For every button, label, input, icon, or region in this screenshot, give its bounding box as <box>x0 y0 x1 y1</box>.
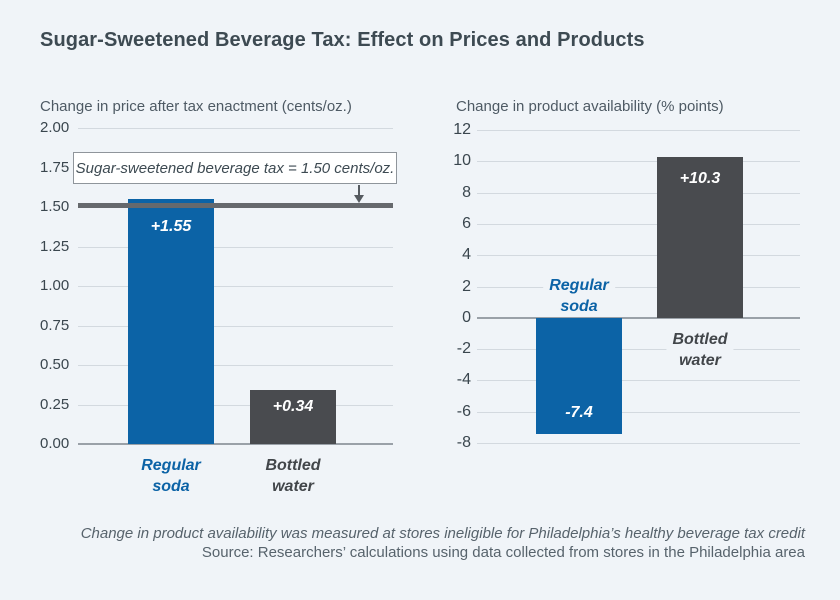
gridline-10 <box>477 161 800 162</box>
annotation-arrow-line <box>358 185 360 196</box>
tick-label-0.00: 0.00 <box>40 434 70 452</box>
tax-annotation-text: Sugar-sweetened beverage tax = 1.50 cent… <box>75 159 395 177</box>
bar-value-label-bottled-water: +10.3 <box>679 169 721 187</box>
gridline-2 <box>477 287 800 288</box>
chart-availability-axis-title: Change in product availability (% points… <box>456 98 724 115</box>
gridline-0.50 <box>78 365 393 366</box>
bar-regular-soda <box>128 199 214 444</box>
tick-label-8: 8 <box>462 184 471 202</box>
tick-label-6: 6 <box>462 215 471 233</box>
tick-label--8: -8 <box>456 434 471 452</box>
gridline--8 <box>477 443 800 444</box>
chart-availability: Change in product availability (% points… <box>440 98 830 502</box>
tick-label-1.50: 1.50 <box>40 197 70 215</box>
gridline-1.25 <box>78 247 393 248</box>
bar-value-label-regular-soda: -7.4 <box>565 403 593 421</box>
category-label-bottled-water: Bottled water <box>265 457 321 495</box>
tax-reference-line <box>78 203 393 208</box>
gridline-12 <box>477 130 800 131</box>
figure-note: Change in product availability was measu… <box>80 525 805 542</box>
tick-label--6: -6 <box>456 403 471 421</box>
gridline-6 <box>477 224 800 225</box>
tick-label-10: 10 <box>453 152 471 170</box>
tick-label-1.75: 1.75 <box>40 158 70 176</box>
bar-regular-soda <box>536 317 622 434</box>
gridline-2.00 <box>78 128 393 129</box>
bar-bottled-water <box>250 390 336 444</box>
gridline-0 <box>477 317 800 319</box>
category-label-bottled-water: Bottled water <box>666 329 734 371</box>
arrow-down-icon <box>353 195 364 203</box>
gridline-0.25 <box>78 405 393 406</box>
tick-label-0.25: 0.25 <box>40 395 70 413</box>
gridline-0.75 <box>78 326 393 327</box>
page-title: Sugar-Sweetened Beverage Tax: Effect on … <box>40 29 645 51</box>
gridline-0.00 <box>78 443 393 445</box>
gridline-1.00 <box>78 286 393 287</box>
bar-bottled-water <box>657 156 743 318</box>
tick-label--4: -4 <box>456 371 471 389</box>
tick-label-2.00: 2.00 <box>40 118 70 136</box>
gridline--4 <box>477 380 800 381</box>
gridline-4 <box>477 255 800 256</box>
figure-source: Source: Researchers’ calculations using … <box>201 544 805 561</box>
chart-price-axis-title: Change in price after tax enactment (cen… <box>40 98 352 115</box>
tick-label-1.00: 1.00 <box>40 276 70 294</box>
tax-annotation-box: Sugar-sweetened beverage tax = 1.50 cent… <box>73 152 397 184</box>
gridline--6 <box>477 412 800 413</box>
tick-label--2: -2 <box>456 340 471 358</box>
gridline--2 <box>477 349 800 350</box>
gridline-8 <box>477 193 800 194</box>
tick-label-0.50: 0.50 <box>40 355 70 373</box>
category-label-regular-soda: Regular soda <box>543 275 615 317</box>
category-label-regular-soda: Regular soda <box>141 457 201 495</box>
tick-label-0.75: 0.75 <box>40 316 70 334</box>
bar-value-label-bottled-water: +0.34 <box>272 398 314 416</box>
chart-price: Change in price after tax enactment (cen… <box>40 98 430 502</box>
tick-label-12: 12 <box>453 121 471 139</box>
tick-label-2: 2 <box>462 278 471 296</box>
bar-value-label-regular-soda: +1.55 <box>150 218 192 236</box>
tick-label-4: 4 <box>462 246 471 264</box>
tick-label-1.25: 1.25 <box>40 237 70 255</box>
figure-footer: Change in product availability was measu… <box>45 524 805 562</box>
tick-label-0: 0 <box>462 309 471 327</box>
